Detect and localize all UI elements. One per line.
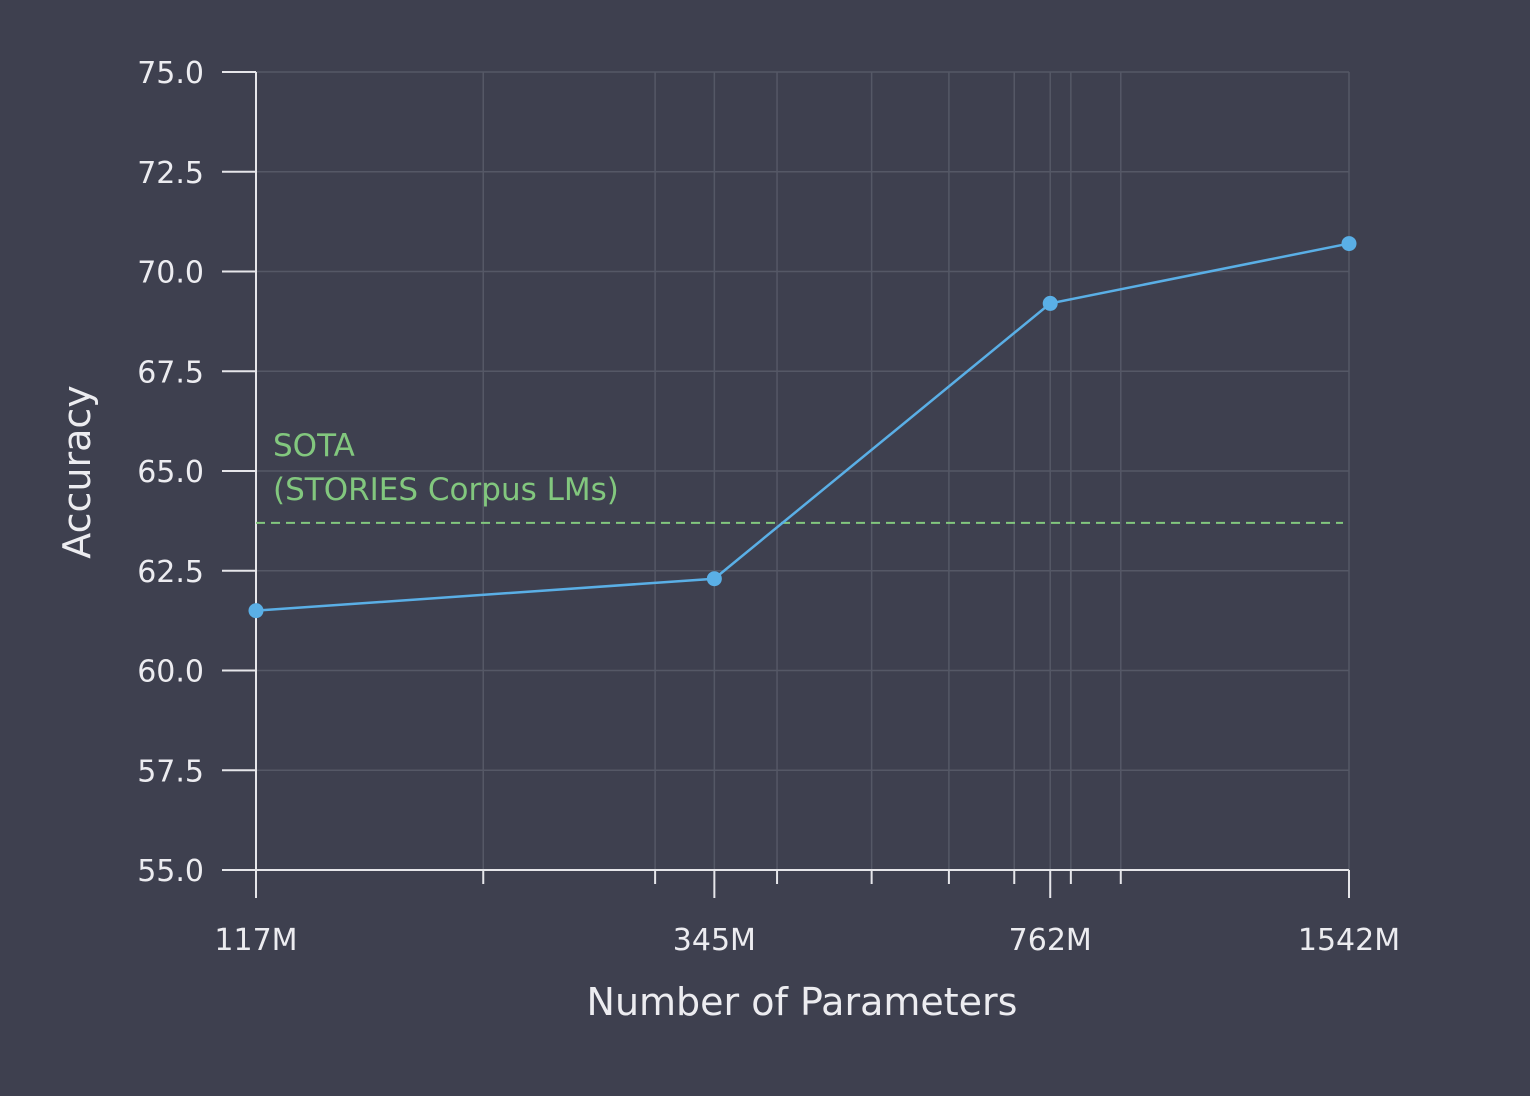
- ticks: 55.0 57.5 60.0 62.5 65.0 67.5 70.0 72.5 75.0 117M…: [137, 56, 1400, 958]
- series-group: [248, 236, 1357, 619]
- y-tick-label: 60.0: [137, 655, 204, 690]
- series-line: [255, 242, 1350, 612]
- x-tick-label: 345M: [673, 923, 756, 958]
- x-tick-label: 762M: [1009, 923, 1092, 958]
- x-tick-label: 1542M: [1298, 923, 1400, 958]
- y-tick-label: 75.0: [137, 56, 204, 91]
- data-point: [706, 571, 722, 587]
- y-tick-label: 70.0: [137, 256, 204, 291]
- y-axis-title: Accuracy: [55, 385, 99, 559]
- data-point: [1042, 295, 1058, 311]
- y-tick-label: 65.0: [137, 455, 204, 490]
- data-point: [1341, 236, 1357, 252]
- sota-label: SOTA: [273, 428, 355, 464]
- y-tick-label: 62.5: [137, 555, 204, 590]
- reference-line-group: SOTA (STORIES Corpus LMs): [256, 428, 1343, 524]
- sota-label-subtitle: (STORIES Corpus LMs): [273, 472, 619, 508]
- data-point: [248, 603, 264, 619]
- x-tick-label: 117M: [214, 923, 297, 958]
- y-tick-label: 57.5: [137, 754, 204, 789]
- x-axis-title: Number of Parameters: [587, 980, 1018, 1024]
- grid: [256, 71, 1350, 871]
- y-tick-label: 55.0: [137, 854, 204, 889]
- y-tick-label: 67.5: [137, 355, 204, 390]
- y-tick-label: 72.5: [137, 156, 204, 191]
